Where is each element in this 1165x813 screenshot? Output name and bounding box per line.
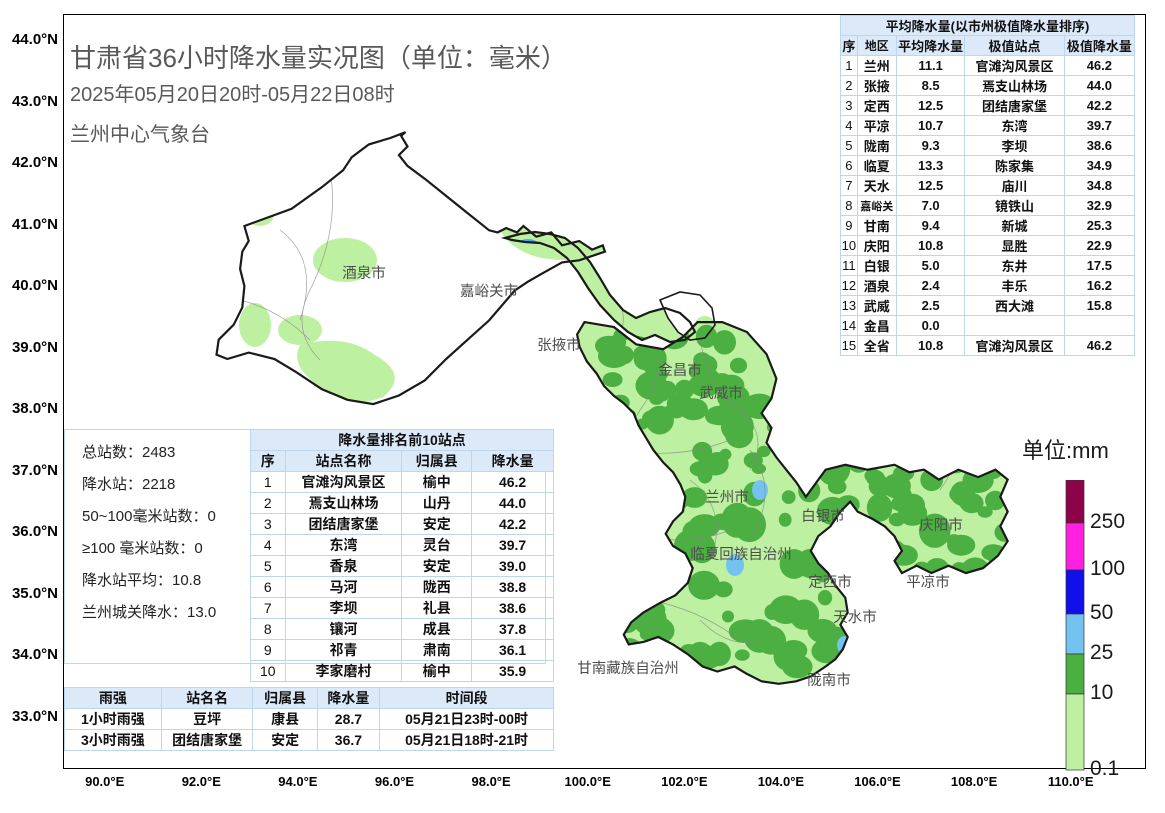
svg-text:白银市: 白银市 xyxy=(801,508,845,525)
svg-text:10: 10 xyxy=(1090,681,1113,704)
svg-text:武威市: 武威市 xyxy=(699,385,743,402)
svg-text:甘南藏族自治州: 甘南藏族自治州 xyxy=(577,660,679,677)
svg-text:庆阳市: 庆阳市 xyxy=(919,517,963,534)
svg-text:金昌市: 金昌市 xyxy=(658,362,702,379)
svg-text:陇南市: 陇南市 xyxy=(807,672,851,689)
svg-text:定西市: 定西市 xyxy=(808,574,852,591)
svg-text:50: 50 xyxy=(1090,601,1113,624)
svg-text:100: 100 xyxy=(1090,557,1125,580)
svg-text:兰州市: 兰州市 xyxy=(705,489,749,506)
svg-text:酒泉市: 酒泉市 xyxy=(342,265,386,282)
svg-text:天水市: 天水市 xyxy=(833,609,877,626)
svg-text:250: 250 xyxy=(1090,510,1125,533)
svg-text:临夏回族自治州: 临夏回族自治州 xyxy=(690,546,792,563)
svg-text:平凉市: 平凉市 xyxy=(906,574,950,591)
svg-text:张掖市: 张掖市 xyxy=(537,337,581,354)
svg-text:25: 25 xyxy=(1090,641,1113,664)
svg-text:嘉峪关市: 嘉峪关市 xyxy=(460,283,518,300)
